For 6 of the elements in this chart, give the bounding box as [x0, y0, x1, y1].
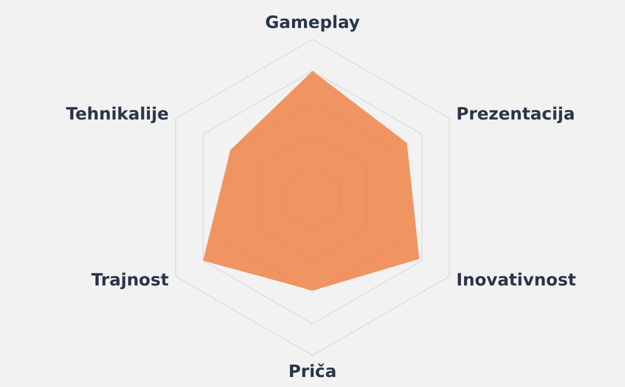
spoke-label: Prezentacija [456, 104, 575, 124]
spoke-label: Priča [288, 362, 337, 382]
spoke-label: Gameplay [265, 12, 360, 33]
spoke-label: Inovativnost [456, 270, 576, 290]
spoke-label: Trajnost [91, 270, 169, 290]
spoke-label: Tehnikalije [66, 104, 169, 124]
